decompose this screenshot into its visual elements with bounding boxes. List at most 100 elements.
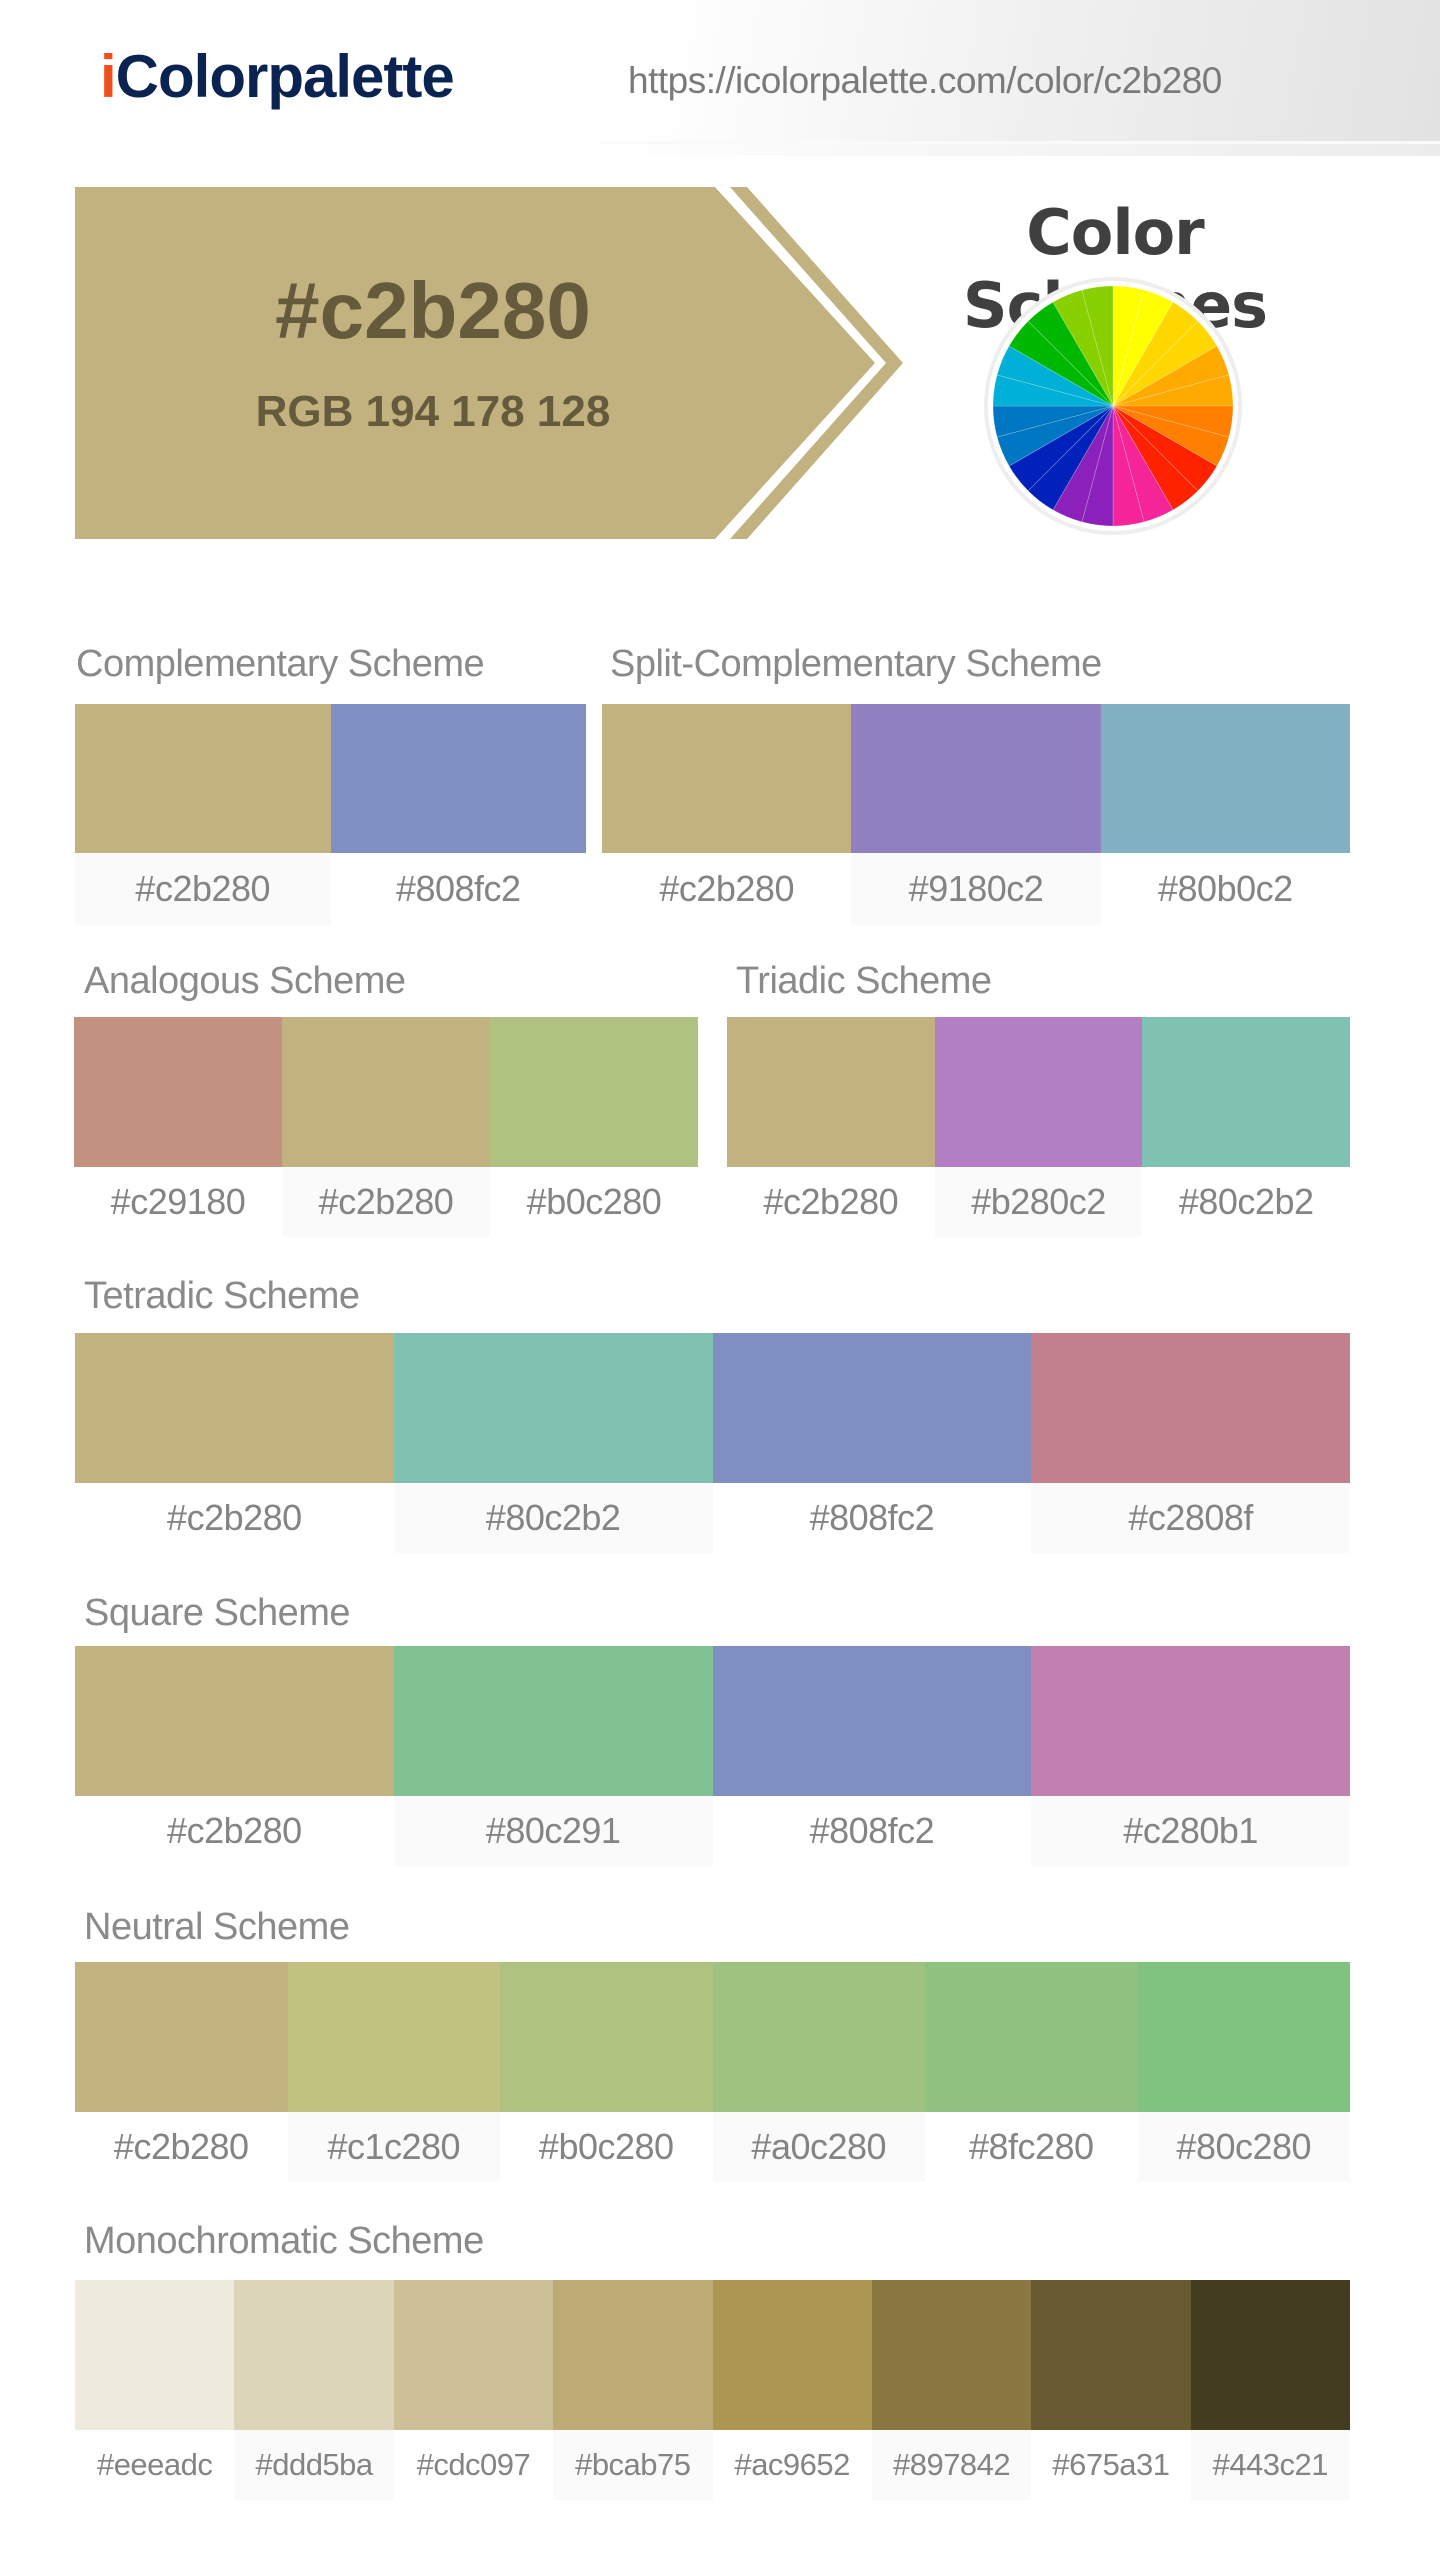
- swatch-hex-label[interactable]: #c280b1: [1031, 1796, 1350, 1866]
- site-logo[interactable]: iColorpalette: [100, 43, 455, 110]
- swatch-hex-label[interactable]: #675a31: [1052, 2447, 1170, 2482]
- color-swatch[interactable]: [712, 1646, 1032, 1796]
- swatch-hex-label[interactable]: #808fc2: [809, 1810, 935, 1851]
- color-swatch[interactable]: [553, 2280, 713, 2430]
- color-swatch[interactable]: [490, 1017, 698, 1167]
- color-swatch[interactable]: [500, 1962, 713, 2112]
- swatch-item[interactable]: #80c291: [393, 1646, 713, 1866]
- swatch-hex-label[interactable]: #b280c2: [934, 1167, 1143, 1237]
- swatch-item[interactable]: #c29180: [74, 1017, 282, 1237]
- swatch-hex-label[interactable]: #eeeadc: [96, 2447, 213, 2482]
- swatch-item[interactable]: #9180c2: [851, 704, 1101, 925]
- color-swatch[interactable]: [1100, 704, 1350, 853]
- swatch-hex-label[interactable]: #808fc2: [809, 1497, 935, 1538]
- swatch-hex-label[interactable]: #b0c280: [538, 2126, 674, 2167]
- color-swatch[interactable]: [75, 2280, 235, 2430]
- swatch-item[interactable]: #c1c280: [287, 1962, 500, 2182]
- color-swatch[interactable]: [1031, 2280, 1191, 2430]
- swatch-item[interactable]: #b0c280: [490, 1017, 698, 1237]
- swatch-item[interactable]: #675a31: [1031, 2280, 1191, 2500]
- color-swatch[interactable]: [393, 1646, 713, 1796]
- color-swatch[interactable]: [712, 1962, 925, 2112]
- swatch-hex-label[interactable]: #80c2b2: [1178, 1181, 1314, 1222]
- color-swatch[interactable]: [393, 2280, 554, 2430]
- swatch-hex-label[interactable]: #a0c280: [712, 2112, 925, 2182]
- swatch-hex-label[interactable]: #c2b280: [167, 1810, 302, 1851]
- swatch-item[interactable]: #80b0c2: [1100, 704, 1350, 925]
- swatch-hex-label[interactable]: #80b0c2: [1158, 868, 1293, 909]
- color-swatch[interactable]: [851, 704, 1101, 853]
- color-swatch[interactable]: [602, 704, 852, 853]
- swatch-hex-label[interactable]: #ddd5ba: [234, 2430, 394, 2500]
- color-swatch[interactable]: [393, 1333, 713, 1483]
- swatch-item[interactable]: #c2b280: [727, 1017, 935, 1237]
- swatch-item[interactable]: #ac9652: [712, 2280, 872, 2500]
- swatch-hex-label[interactable]: #c2b280: [113, 2126, 249, 2167]
- swatch-hex-label[interactable]: #808fc2: [395, 868, 521, 909]
- swatch-item[interactable]: #c2b280: [282, 1017, 490, 1237]
- color-swatch[interactable]: [234, 2280, 394, 2430]
- swatch-item[interactable]: #eeeadc: [75, 2280, 235, 2500]
- color-swatch[interactable]: [330, 704, 586, 853]
- swatch-hex-label[interactable]: #cdc097: [416, 2447, 531, 2482]
- swatch-item[interactable]: #a0c280: [712, 1962, 925, 2182]
- swatch-item[interactable]: #c2b280: [75, 704, 331, 925]
- swatch-item[interactable]: #443c21: [1190, 2280, 1350, 2500]
- swatch-hex-label[interactable]: #c2b280: [167, 1497, 302, 1538]
- swatch-hex-label[interactable]: #b0c280: [526, 1181, 662, 1222]
- color-swatch[interactable]: [75, 704, 331, 853]
- swatch-item[interactable]: #c2b280: [75, 1646, 394, 1866]
- swatch-item[interactable]: #b0c280: [500, 1962, 713, 2182]
- color-swatch[interactable]: [287, 1962, 500, 2112]
- swatch-hex-label[interactable]: #897842: [871, 2430, 1032, 2500]
- swatch-hex-label[interactable]: #bcab75: [553, 2430, 713, 2500]
- swatch-item[interactable]: #c2808f: [1031, 1333, 1350, 1553]
- swatch-item[interactable]: #897842: [871, 2280, 1032, 2500]
- swatch-hex-label[interactable]: #80c280: [1137, 2112, 1350, 2182]
- swatch-hex-label[interactable]: #ac9652: [734, 2447, 850, 2482]
- swatch-hex-label[interactable]: #c2808f: [1031, 1483, 1350, 1553]
- swatch-hex-label[interactable]: #8fc280: [968, 2126, 1094, 2167]
- swatch-item[interactable]: #c2b280: [75, 1962, 288, 2182]
- swatch-hex-label[interactable]: #c29180: [110, 1181, 246, 1222]
- swatch-item[interactable]: #80c2b2: [1142, 1017, 1351, 1237]
- swatch-hex-label[interactable]: #c2b280: [282, 1167, 490, 1237]
- color-swatch[interactable]: [925, 1962, 1138, 2112]
- swatch-hex-label[interactable]: #9180c2: [851, 853, 1101, 925]
- swatch-item[interactable]: #80c2b2: [393, 1333, 713, 1553]
- color-swatch[interactable]: [727, 1017, 935, 1167]
- swatch-item[interactable]: #c280b1: [1031, 1646, 1350, 1866]
- color-swatch[interactable]: [1142, 1017, 1351, 1167]
- color-swatch[interactable]: [74, 1017, 282, 1167]
- swatch-item[interactable]: #bcab75: [553, 2280, 713, 2500]
- swatch-item[interactable]: #808fc2: [330, 704, 586, 925]
- color-swatch[interactable]: [1031, 1333, 1350, 1483]
- swatch-item[interactable]: #b280c2: [934, 1017, 1143, 1237]
- swatch-item[interactable]: #8fc280: [925, 1962, 1138, 2182]
- color-swatch[interactable]: [282, 1017, 490, 1167]
- swatch-item[interactable]: #ddd5ba: [234, 2280, 394, 2500]
- swatch-item[interactable]: #808fc2: [712, 1646, 1032, 1866]
- swatch-item[interactable]: #808fc2: [712, 1333, 1032, 1553]
- color-swatch[interactable]: [1190, 2280, 1350, 2430]
- color-swatch[interactable]: [712, 1333, 1032, 1483]
- swatch-hex-label[interactable]: #c2b280: [659, 868, 794, 909]
- swatch-hex-label[interactable]: #c1c280: [287, 2112, 500, 2182]
- swatch-hex-label[interactable]: #80c2b2: [393, 1483, 713, 1553]
- swatch-item[interactable]: #c2b280: [75, 1333, 394, 1553]
- color-swatch[interactable]: [75, 1646, 394, 1796]
- color-swatch[interactable]: [871, 2280, 1032, 2430]
- color-swatch[interactable]: [1137, 1962, 1350, 2112]
- swatch-item[interactable]: #80c280: [1137, 1962, 1350, 2182]
- color-swatch[interactable]: [934, 1017, 1143, 1167]
- swatch-hex-label[interactable]: #443c21: [1190, 2430, 1350, 2500]
- color-swatch[interactable]: [1031, 1646, 1350, 1796]
- color-swatch[interactable]: [75, 1333, 394, 1483]
- color-swatch[interactable]: [712, 2280, 872, 2430]
- swatch-hex-label[interactable]: #80c291: [393, 1796, 713, 1866]
- color-swatch[interactable]: [75, 1962, 288, 2112]
- swatch-item[interactable]: #cdc097: [393, 2280, 554, 2500]
- swatch-hex-label[interactable]: #c2b280: [763, 1181, 899, 1222]
- swatch-item[interactable]: #c2b280: [602, 704, 852, 925]
- swatch-hex-label[interactable]: #c2b280: [75, 853, 331, 925]
